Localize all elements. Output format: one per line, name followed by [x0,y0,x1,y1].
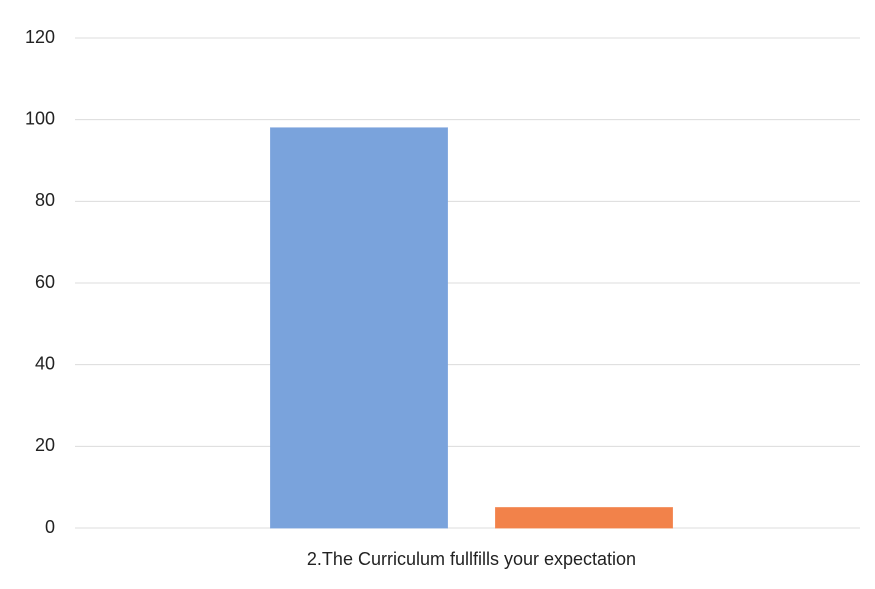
y-tick-label: 20 [35,435,55,455]
bar [270,127,448,529]
bar [495,507,673,529]
y-tick-label: 40 [35,353,55,373]
y-tick-label: 100 [25,108,55,128]
y-tick-label: 60 [35,272,55,292]
y-tick-label: 80 [35,190,55,210]
y-tick-label: 120 [25,27,55,47]
y-tick-label: 0 [45,517,55,537]
x-tick-label: 2.The Curriculum fullfills your expectat… [307,549,636,569]
